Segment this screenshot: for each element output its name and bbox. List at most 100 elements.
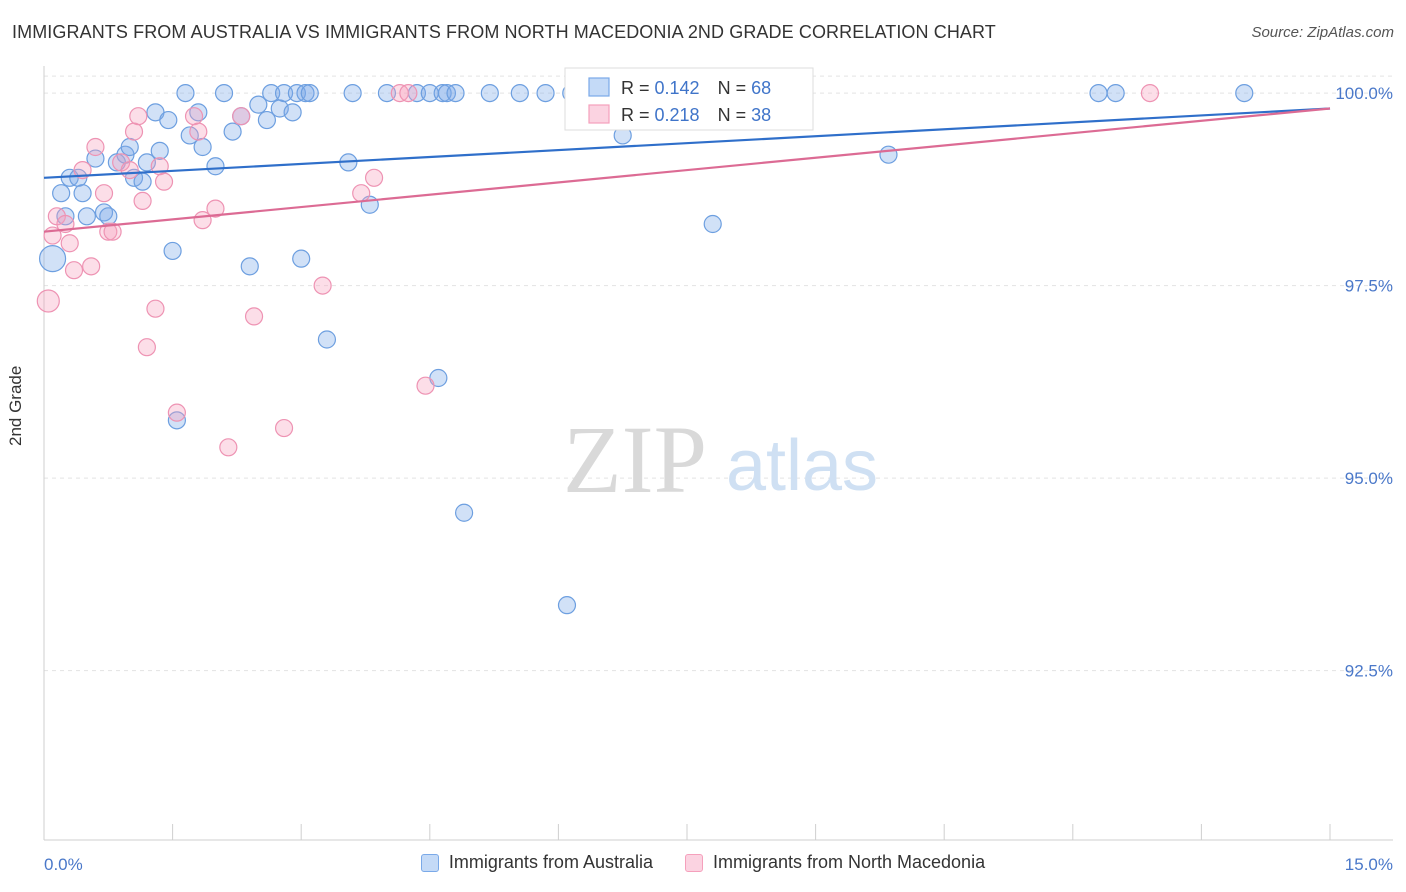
point-australia	[296, 83, 315, 103]
legend-label-north-macedonia: Immigrants from North Macedonia	[712, 852, 986, 872]
point-australia	[52, 184, 71, 203]
point-north-macedonia	[154, 172, 174, 191]
watermark-atlas: atlas	[726, 426, 878, 506]
point-australia	[283, 103, 302, 122]
point-australia	[480, 83, 499, 103]
y-tick-label: 95.0%	[1345, 469, 1393, 488]
bottom-legend: Immigrants from Australia Immigrants fro…	[0, 852, 1406, 873]
point-australia	[343, 83, 362, 103]
point-north-macedonia	[274, 418, 294, 438]
point-australia	[300, 83, 319, 103]
point-australia	[193, 137, 212, 157]
point-north-macedonia	[86, 137, 105, 157]
point-north-macedonia	[73, 161, 92, 180]
point-australia	[249, 95, 268, 114]
point-north-macedonia	[399, 83, 418, 103]
point-australia	[167, 411, 186, 430]
point-north-macedonia	[352, 184, 371, 203]
chart-title: IMMIGRANTS FROM AUSTRALIA VS IMMIGRANTS …	[12, 22, 996, 42]
point-australia	[163, 241, 182, 261]
stats-swatch-australia	[588, 77, 610, 97]
point-australia	[703, 214, 722, 234]
gridlines	[44, 75, 1393, 672]
point-north-macedonia	[313, 276, 332, 295]
point-north-macedonia	[146, 299, 165, 318]
point-north-macedonia	[94, 184, 114, 203]
point-north-macedonia	[244, 307, 264, 326]
point-australia	[536, 83, 555, 103]
point-australia	[99, 207, 118, 226]
point-north-macedonia	[364, 168, 384, 187]
point-australia	[1235, 83, 1254, 103]
x-tick-label: 0.0%	[44, 855, 83, 874]
point-north-macedonia	[36, 289, 60, 313]
y-tick-label: 97.5%	[1345, 277, 1393, 296]
point-australia	[317, 330, 337, 349]
point-australia	[180, 126, 199, 145]
point-australia	[214, 83, 234, 103]
stats-row: R = 0.218 N = 38	[621, 105, 771, 125]
point-australia	[292, 249, 311, 268]
x-tick-label: 15.0%	[1345, 855, 1393, 874]
point-north-macedonia	[129, 107, 148, 126]
point-north-macedonia	[219, 438, 238, 457]
point-north-macedonia	[103, 222, 122, 241]
point-north-macedonia	[1140, 83, 1160, 103]
point-australia	[38, 245, 67, 273]
point-australia	[150, 141, 169, 160]
point-north-macedonia	[99, 222, 118, 241]
point-australia	[446, 83, 465, 103]
point-australia	[240, 257, 259, 276]
legend-label-australia: Immigrants from Australia	[448, 852, 653, 872]
point-australia	[274, 83, 294, 103]
point-australia	[1106, 83, 1125, 103]
source-credit: Source: ZipAtlas.com	[1251, 24, 1394, 41]
point-australia	[262, 83, 281, 103]
stats-row: R = 0.142 N = 68	[621, 78, 771, 98]
point-north-macedonia	[137, 338, 156, 357]
axes: 92.5% 95.0% 97.5% 100.0% 0.0% 15.0%	[43, 66, 1393, 874]
point-north-macedonia	[184, 107, 204, 126]
point-australia	[77, 207, 96, 226]
point-australia	[73, 184, 92, 203]
y-tick-label: 92.5%	[1345, 662, 1393, 681]
point-north-macedonia	[189, 122, 208, 141]
point-australia	[257, 110, 277, 130]
legend-item-australia[interactable]: Immigrants from Australia	[420, 852, 653, 873]
point-australia	[454, 503, 474, 522]
data-points	[36, 83, 1254, 615]
point-australia	[377, 83, 397, 103]
y-tick-label: 100.0%	[1335, 84, 1393, 103]
trend-line-north-macedonia	[43, 107, 1331, 233]
point-north-macedonia	[64, 261, 84, 280]
legend-swatch-australia	[420, 853, 439, 872]
point-australia	[206, 157, 225, 176]
point-australia	[159, 110, 178, 130]
point-north-macedonia	[167, 403, 186, 422]
point-australia	[433, 83, 452, 103]
point-australia	[176, 83, 195, 103]
y-axis-label: 2nd Grade	[6, 365, 25, 446]
stats-legend: R = 0.142 N = 68 R = 0.218 N = 38	[564, 67, 814, 131]
trend-line-australia	[43, 107, 1331, 179]
point-north-macedonia	[82, 257, 101, 276]
point-north-macedonia	[232, 107, 251, 126]
point-australia	[120, 137, 139, 157]
point-north-macedonia	[120, 161, 139, 180]
trend-lines	[43, 107, 1331, 233]
stats-swatch-north-macedonia	[588, 104, 610, 124]
point-north-macedonia	[133, 191, 152, 210]
point-australia	[223, 122, 242, 141]
point-australia	[879, 145, 898, 164]
point-australia	[557, 596, 577, 615]
legend-item-north-macedonia[interactable]: Immigrants from North Macedonia	[684, 852, 986, 873]
legend-swatch-north-macedonia	[684, 853, 703, 872]
point-australia	[1089, 83, 1108, 103]
point-australia	[510, 83, 529, 103]
point-north-macedonia	[124, 122, 144, 141]
point-north-macedonia	[206, 199, 225, 218]
point-north-macedonia	[416, 376, 435, 395]
watermark-zip: ZIP	[563, 406, 707, 513]
point-north-macedonia	[60, 234, 79, 253]
